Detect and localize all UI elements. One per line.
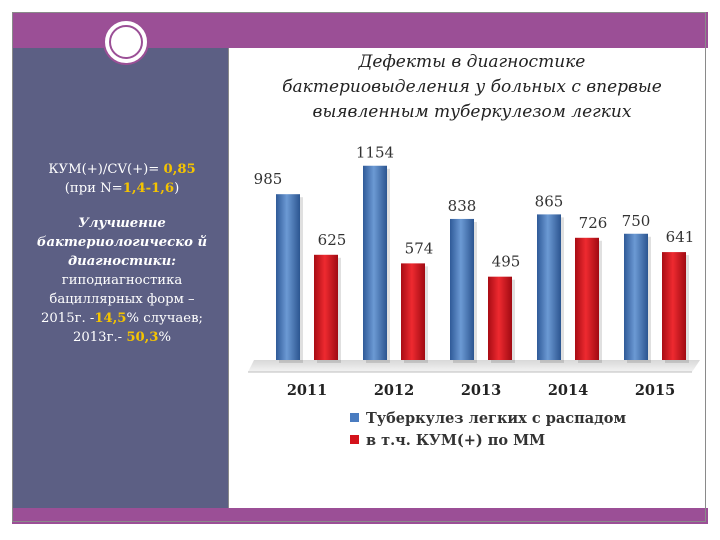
data-label-kum-2011: 625	[318, 231, 347, 249]
data-label-destruction-2015: 750	[622, 212, 651, 230]
hypodiagnosis-line-2: бациллярных форм –	[49, 292, 195, 307]
data-label-kum-2012: 574	[405, 239, 434, 257]
bar-destruction-2011	[276, 194, 300, 360]
data-label-destruction-2014: 865	[535, 192, 564, 210]
bar-kum-2012	[401, 263, 425, 360]
bar-kum-2013	[488, 276, 512, 360]
legend-swatch-destruction	[350, 413, 359, 422]
data-label-kum-2014: 726	[579, 214, 608, 232]
legend-label-kum: в т.ч. КУМ(+) по ММ	[366, 432, 545, 449]
data-label-destruction-2013: 838	[448, 197, 477, 215]
chart-floor	[248, 360, 700, 372]
divider	[228, 48, 229, 508]
kum-line: КУМ(+)/CV(+)= 0,85	[18, 160, 226, 179]
title-line-2: бактериовыделения у больных с впервые	[282, 77, 662, 97]
bar-kum-2014	[575, 237, 599, 360]
n-suffix: )	[174, 181, 180, 196]
kum-value: 0,85	[163, 162, 196, 177]
circle-ornament-icon	[103, 19, 149, 65]
n-value: 1,4-1,6	[122, 181, 175, 196]
chart-legend: Туберкулез легких с распадом в т.ч. КУМ(+…	[350, 410, 626, 449]
y2015-suffix: % случаев;	[126, 311, 203, 326]
data-label-kum-2013: 495	[492, 253, 521, 271]
bar-destruction-2012	[363, 165, 387, 360]
bottom-band	[12, 508, 708, 524]
n-line: (при N=1,4-1,6)	[18, 179, 226, 198]
title-line-1: Дефекты в диагностике	[358, 52, 586, 72]
y2015-prefix: 2015г. -	[41, 311, 95, 326]
year-2013-line: 2013г.- 50,3%	[18, 328, 226, 347]
n-prefix: (при N=	[64, 181, 123, 196]
bar-destruction-2014	[537, 214, 561, 360]
x-tick-2011: 2011	[287, 382, 327, 399]
legend-swatch-kum	[350, 435, 359, 444]
legend-label-destruction: Туберкулез легких с распадом	[366, 410, 626, 427]
bar-destruction-2015	[624, 233, 648, 360]
y2013-prefix: 2013г.-	[73, 330, 127, 345]
left-panel	[12, 48, 228, 508]
slide-title: Дефекты в диагностике бактериовыделения …	[232, 50, 712, 125]
bar-kum-2015	[662, 252, 686, 360]
bar-destruction-2013	[450, 218, 474, 360]
title-line-3: выявленным туберкулезом легких	[312, 102, 632, 122]
y2013-value: 50,3	[126, 330, 159, 345]
left-panel-text: КУМ(+)/CV(+)= 0,85 (при N=1,4-1,6) Улучш…	[18, 160, 226, 347]
data-label-kum-2015: 641	[666, 228, 695, 246]
x-tick-2015: 2015	[635, 382, 675, 399]
kum-prefix: КУМ(+)/CV(+)=	[48, 162, 164, 177]
x-tick-2014: 2014	[548, 382, 588, 399]
data-label-destruction-2012: 1154	[356, 144, 394, 162]
bar-chart: 985 625 2011 1154 574 2012 838 495 2013 865 726 201…	[248, 144, 700, 449]
year-2015-line: 2015г. -14,5% случаев;	[18, 309, 226, 328]
x-tick-2013: 2013	[461, 382, 501, 399]
improvement-heading: Улучшение бактериологическо й диагностик…	[36, 216, 208, 269]
x-tick-2012: 2012	[374, 382, 414, 399]
plot-area: 985 625 2011 1154 574 2012 838 495 2013 865 726 201…	[248, 144, 700, 399]
data-label-destruction-2011: 985	[254, 170, 283, 188]
bar-kum-2011	[314, 254, 338, 360]
hypodiagnosis-line-1: гиподиагностика	[61, 273, 183, 288]
y2015-value: 14,5	[94, 311, 127, 326]
y2013-suffix: %	[158, 330, 171, 345]
